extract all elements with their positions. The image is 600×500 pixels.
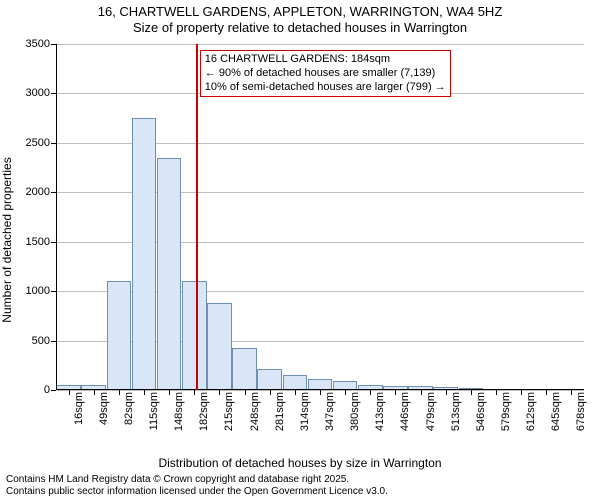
x-tick-label: 16sqm [73,390,85,425]
x-tick-mark [169,390,170,395]
x-tick-label: 148sqm [173,390,185,431]
footnote-line2: Contains public sector information licen… [6,486,388,498]
x-tick-label: 645sqm [550,390,562,431]
x-tick-mark [245,390,246,395]
y-tick-label: 1000 [26,285,56,297]
x-tick-mark [521,390,522,395]
y-tick-label: 1500 [26,236,56,248]
x-tick-mark [194,390,195,395]
x-tick-label: 513sqm [450,390,462,431]
histogram-bar [207,303,232,390]
x-tick-mark [270,390,271,395]
histogram-bar [107,281,132,390]
y-tick-label: 0 [44,384,56,396]
chart-subtitle: Size of property relative to detached ho… [0,20,600,35]
x-tick-mark [496,390,497,395]
annotation-line3: 10% of semi-detached houses are larger (… [205,81,446,95]
annotation-line2: ← 90% of detached houses are smaller (7,… [205,67,446,81]
x-tick-label: 347sqm [324,390,336,431]
x-tick-mark [69,390,70,395]
x-tick-label: 678sqm [575,390,587,431]
x-tick-label: 82sqm [123,390,135,425]
x-tick-label: 182sqm [198,390,210,431]
x-axis-title: Distribution of detached houses by size … [0,456,600,470]
histogram-bar [257,369,282,390]
x-tick-label: 579sqm [500,390,512,431]
x-axis-line [56,389,584,390]
histogram-bar [232,348,257,390]
x-tick-mark [395,390,396,395]
property-marker-line [196,44,198,390]
x-tick-mark [471,390,472,395]
x-tick-mark [320,390,321,395]
x-tick-label: 479sqm [425,390,437,431]
histogram-bar [283,375,308,390]
x-tick-mark [546,390,547,395]
x-tick-mark [446,390,447,395]
x-tick-label: 546sqm [475,390,487,431]
x-tick-label: 413sqm [374,390,386,431]
x-tick-label: 49sqm [98,390,110,425]
y-tick-label: 500 [32,335,56,347]
x-tick-mark [144,390,145,395]
x-tick-label: 115sqm [148,390,160,430]
gridline [56,44,584,45]
x-tick-mark [571,390,572,395]
y-tick-label: 2000 [26,186,56,198]
x-tick-mark [219,390,220,395]
chart-container: { "chart": { "type": "histogram", "title… [0,0,600,500]
footnote: Contains HM Land Registry data © Crown c… [6,474,388,498]
footnote-line1: Contains HM Land Registry data © Crown c… [6,474,388,486]
x-tick-label: 612sqm [525,390,537,431]
y-tick-label: 3000 [26,87,56,99]
x-tick-mark [94,390,95,395]
annotation-line1: 16 CHARTWELL GARDENS: 184sqm [205,53,446,67]
x-tick-mark [345,390,346,395]
x-tick-label: 446sqm [399,390,411,431]
x-tick-mark [421,390,422,395]
y-tick-label: 2500 [26,137,56,149]
histogram-bar [132,118,157,390]
histogram-bar [182,281,207,390]
x-tick-label: 281sqm [274,390,286,431]
annotation-box: 16 CHARTWELL GARDENS: 184sqm← 90% of det… [200,50,451,97]
x-tick-label: 380sqm [349,390,361,431]
y-tick-label: 3500 [26,38,56,50]
x-tick-label: 248sqm [249,390,261,431]
plot-area: 050010001500200025003000350016sqm49sqm82… [56,44,584,390]
x-tick-mark [295,390,296,395]
chart-title: 16, CHARTWELL GARDENS, APPLETON, WARRING… [0,4,600,19]
histogram-bar [157,158,182,390]
x-tick-mark [119,390,120,395]
x-tick-label: 215sqm [223,390,235,431]
x-tick-label: 314sqm [299,390,311,431]
y-axis-line [56,44,57,390]
x-tick-mark [370,390,371,395]
